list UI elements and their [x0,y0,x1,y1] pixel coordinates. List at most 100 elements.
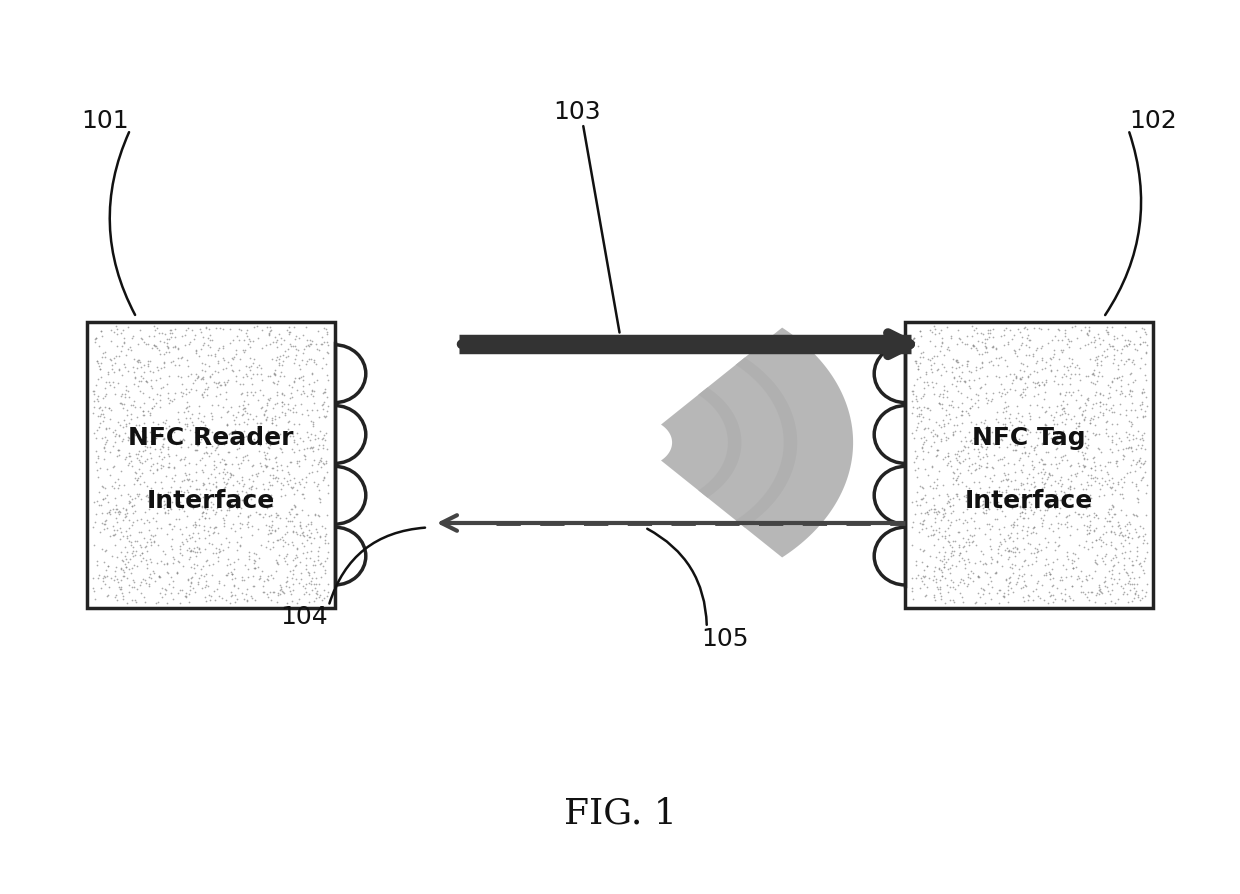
Point [1081,460,1101,475]
Point [1079,519,1099,534]
Point [937,552,957,566]
Point [1120,333,1140,348]
Point [157,502,177,517]
Point [1069,459,1089,473]
Point [911,492,931,506]
Point [123,331,143,345]
Point [1066,466,1086,480]
Point [228,442,248,456]
Point [219,470,239,485]
Point [285,398,305,412]
Point [159,440,179,454]
Point [1097,327,1117,342]
Point [1078,519,1097,534]
Point [227,434,247,448]
Point [1085,388,1105,402]
Point [1075,540,1095,554]
Point [926,571,946,586]
Point [89,401,109,415]
Point [265,330,285,344]
Point [314,321,334,335]
Point [254,482,274,496]
Point [1009,372,1029,386]
Point [1130,330,1149,344]
Point [262,416,281,430]
Point [1043,570,1063,585]
Point [280,455,300,469]
Point [219,336,239,350]
Point [184,417,203,432]
Point [154,356,174,370]
Point [180,337,200,351]
Point [952,335,972,350]
Point [300,568,320,582]
Point [914,430,934,444]
Point [140,409,160,423]
Point [1104,572,1123,586]
Point [298,408,317,422]
Point [316,454,336,468]
Point [222,567,242,581]
Point [1055,594,1075,608]
Point [285,370,305,384]
Point [1115,562,1135,577]
Point [1122,444,1142,459]
Point [935,417,955,431]
Point [172,389,192,403]
Point [960,451,980,465]
Point [291,387,311,401]
Point [285,559,305,573]
Point [259,523,279,537]
Point [277,557,296,571]
Point [105,434,125,449]
Point [966,363,986,377]
Point [905,494,925,509]
Point [1085,554,1105,569]
Point [187,545,207,560]
Point [963,574,983,588]
Point [314,394,334,409]
Point [1080,488,1100,502]
Point [134,335,154,350]
Point [280,473,300,487]
Point [233,479,253,493]
Point [982,488,1002,502]
Point [222,571,242,586]
Point [180,552,200,566]
Point [1131,456,1151,470]
Point [280,507,300,521]
Point [1116,565,1136,579]
Point [210,341,229,355]
Point [1008,322,1028,336]
Point [1004,367,1024,382]
Point [968,569,988,584]
Point [994,520,1014,535]
Point [151,444,171,459]
Point [1037,354,1056,368]
Point [1104,398,1123,412]
Point [195,590,215,604]
Point [304,396,324,410]
Point [188,512,208,527]
Point [1078,432,1097,446]
Point [1115,533,1135,547]
Point [94,437,114,451]
Point [94,555,114,569]
Point [1007,531,1027,545]
Point [278,323,298,337]
Point [926,443,946,458]
Point [253,463,273,477]
Point [1115,339,1135,353]
Point [932,565,952,579]
Point [1102,417,1122,431]
Point [931,592,951,606]
Point [970,521,990,536]
Point [140,535,160,549]
Point [122,398,141,412]
Point [1126,477,1146,492]
Point [923,423,942,437]
Point [247,547,267,561]
Point [206,441,226,455]
Point [959,405,978,419]
Point [99,421,119,435]
